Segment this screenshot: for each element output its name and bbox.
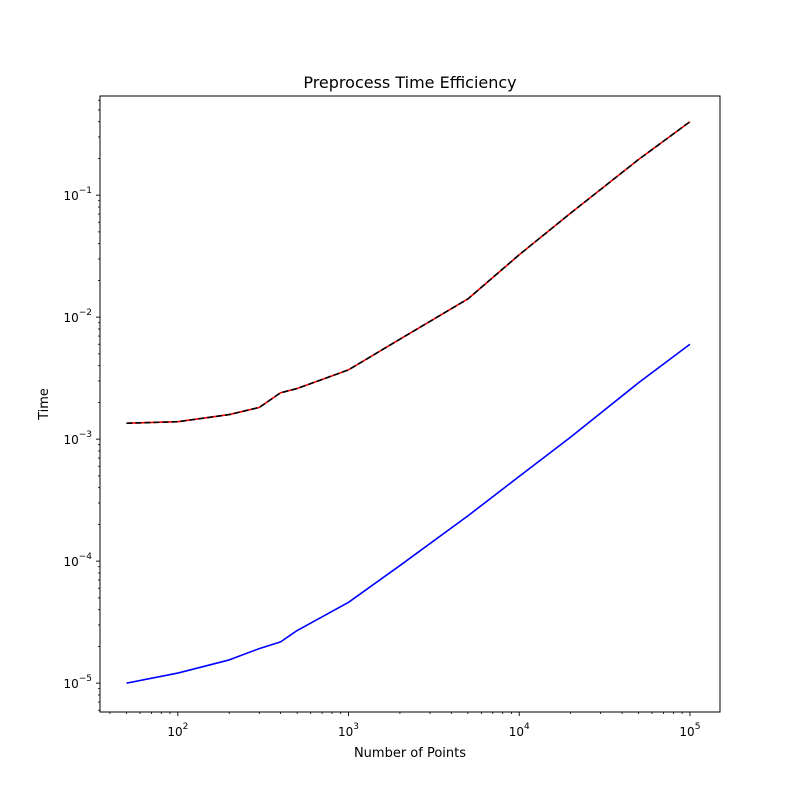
x-tick-label: 105 [679, 722, 700, 739]
x-tick-label: 102 [167, 722, 188, 739]
series-line-1 [126, 343, 691, 684]
x-tick-base: 10 [509, 725, 524, 739]
y-tick-exponent: −3 [79, 430, 92, 440]
y-tick-label: 10−4 [63, 552, 92, 569]
y-tick-exponent: −2 [79, 308, 92, 318]
y-tick-exponent: −4 [79, 552, 93, 562]
y-axis-label: Time [37, 388, 52, 421]
y-tick-base: 10 [63, 433, 78, 447]
y-tick-label: 10−5 [63, 674, 92, 691]
x-tick-exponent: 2 [183, 722, 189, 732]
y-tick-label: 10−3 [63, 430, 92, 447]
y-tick-label: 10−1 [63, 186, 92, 203]
plot-area [126, 121, 691, 684]
y-axis: 10−510−410−310−210−1 [63, 99, 100, 711]
chart-title: Preprocess Time Efficiency [303, 73, 516, 92]
series-line-3 [126, 121, 691, 425]
x-tick-base: 10 [338, 725, 353, 739]
x-axis-label: Number of Points [354, 746, 466, 761]
y-tick-base: 10 [63, 555, 78, 569]
y-tick-base: 10 [63, 677, 78, 691]
y-tick-exponent: −1 [79, 186, 92, 196]
x-tick-base: 10 [679, 725, 694, 739]
axes-frame [99, 95, 721, 713]
y-tick-label: 10−2 [63, 308, 92, 325]
x-tick-base: 10 [167, 725, 182, 739]
y-tick-exponent: −5 [79, 674, 92, 684]
x-tick-exponent: 4 [524, 722, 530, 732]
x-tick-label: 104 [509, 722, 530, 739]
y-tick-base: 10 [63, 311, 78, 325]
y-tick-base: 10 [63, 189, 78, 203]
x-tick-exponent: 5 [695, 722, 701, 732]
x-tick-exponent: 3 [353, 722, 359, 732]
x-tick-label: 103 [338, 722, 359, 739]
